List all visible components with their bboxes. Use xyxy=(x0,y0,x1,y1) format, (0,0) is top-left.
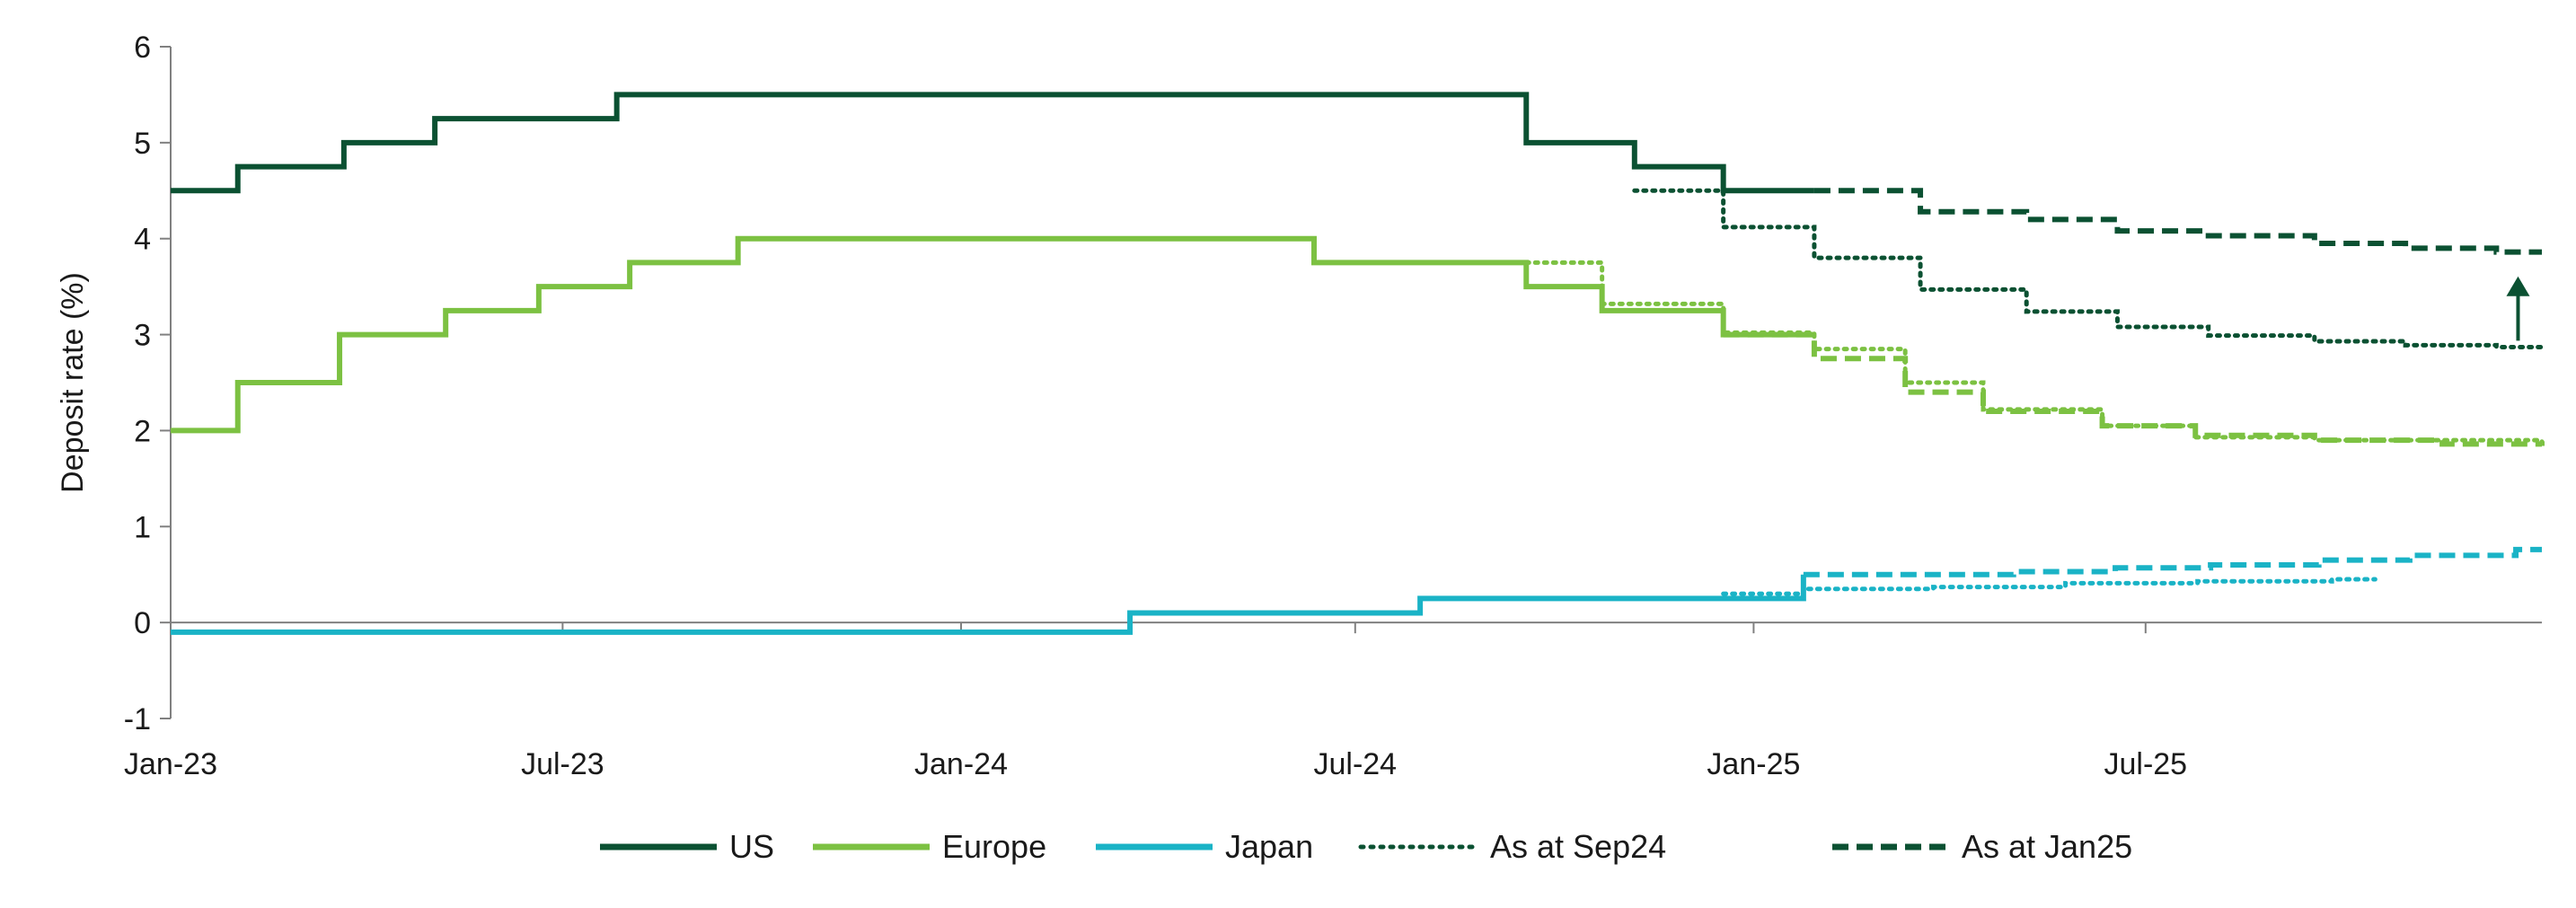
x-tick-label: Jan-23 xyxy=(124,747,217,781)
x-tick-label: Jan-24 xyxy=(914,747,1008,781)
series-line-as-at-jan25-1ab3c6 xyxy=(1803,546,2542,577)
series-line-as-at-jan25-0b5132 xyxy=(1813,188,2542,255)
y-axis-title: Deposit rate (%) xyxy=(56,272,90,493)
legend-label-as-at-jan25: As at Jan25 xyxy=(1962,828,2132,865)
y-tick-label: 1 xyxy=(134,510,151,544)
arrow-head xyxy=(2506,276,2530,296)
legend-label-japan: Japan xyxy=(1225,828,1313,865)
y-tick-label: 3 xyxy=(134,319,151,353)
x-tick-label: Jan-25 xyxy=(1707,747,1800,781)
x-tick-label: Jul-23 xyxy=(521,747,604,781)
x-tick-label: Jul-25 xyxy=(2104,747,2187,781)
annotation-group xyxy=(2506,276,2530,341)
series-line-europe-7cc142 xyxy=(171,235,1814,434)
series-line-as-at-jan25-7cc142 xyxy=(1723,331,2545,447)
y-tick-label: 6 xyxy=(134,31,151,65)
y-tick-label: 4 xyxy=(134,223,151,257)
y-tick-label: 0 xyxy=(134,606,151,640)
axes-group: 6 5 4 3 2 1 0 -1 Jan-23 Jul-23 Jan-24 Jul-24 Jan-25 J… xyxy=(124,31,2542,781)
series-line-as-at-sep24-0b5132 xyxy=(1632,188,2545,349)
series-line-japan-1ab3c6 xyxy=(171,574,1806,635)
y-tick-label: 2 xyxy=(134,414,151,448)
series-line-as-at-sep24-7cc142 xyxy=(1523,260,2545,445)
series-line-us-0b5132 xyxy=(171,92,1814,194)
legend: US Europe Japan As at Sep24 As at Jan25 xyxy=(600,828,2132,865)
legend-label-as-at-sep24: As at Sep24 xyxy=(1490,828,1666,865)
legend-label-us: US xyxy=(729,828,774,865)
x-tick-label: Jul-24 xyxy=(1313,747,1397,781)
y-tick-label: -1 xyxy=(124,702,151,736)
series-line-as-at-sep24-1ab3c6 xyxy=(1721,577,2378,596)
series-group xyxy=(171,92,2545,635)
legend-label-europe: Europe xyxy=(942,828,1046,865)
y-tick-label: 5 xyxy=(134,127,151,161)
